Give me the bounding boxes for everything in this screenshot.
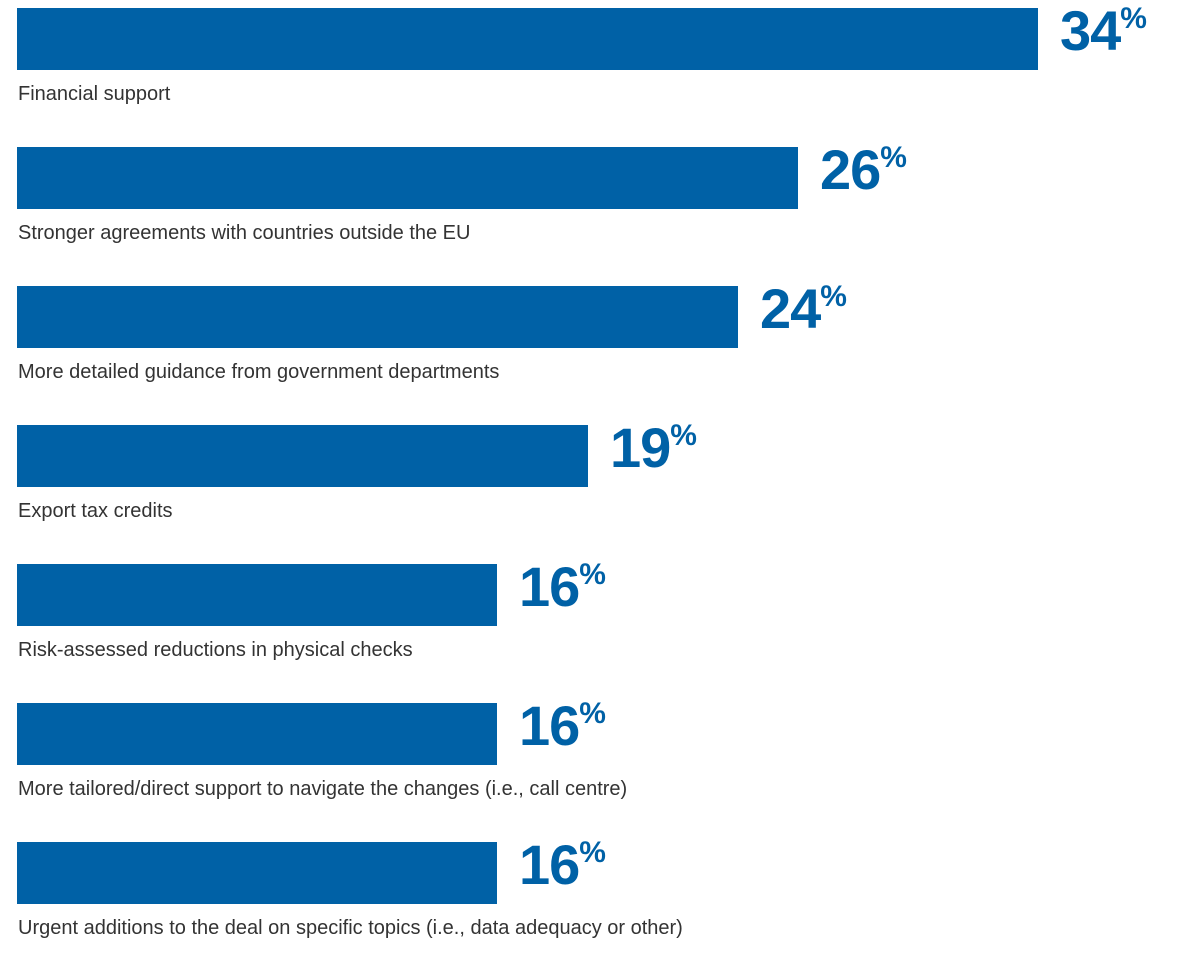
value-number: 26 — [820, 138, 881, 201]
horizontal-bar-chart: 34% Financial support 26% Stronger agreemen… — [0, 0, 1180, 939]
value-unit: % — [579, 697, 606, 730]
category-label: More detailed guidance from government d… — [18, 361, 500, 383]
value-unit: % — [670, 419, 697, 452]
value-label: 24% — [760, 278, 847, 340]
category-label: Stronger agreements with countries outsi… — [18, 222, 471, 244]
bar — [17, 842, 497, 904]
bar-row: 26% Stronger agreements with countries ou… — [0, 139, 1180, 267]
bar-row: 19% Export tax credits — [0, 417, 1180, 545]
category-label: Export tax credits — [18, 500, 173, 522]
bar-row: 34% Financial support — [0, 0, 1180, 128]
value-unit: % — [579, 836, 606, 869]
bar — [17, 564, 497, 626]
value-label: 16% — [519, 556, 606, 618]
category-label: Risk-assessed reductions in physical che… — [18, 639, 413, 661]
category-label: More tailored/direct support to navigate… — [18, 778, 628, 800]
value-number: 24 — [760, 277, 821, 340]
value-number: 16 — [519, 694, 580, 757]
value-number: 16 — [519, 555, 580, 618]
value-label: 16% — [519, 695, 606, 757]
category-label: Urgent additions to the deal on specific… — [18, 917, 683, 939]
value-number: 16 — [519, 833, 580, 896]
bar-row: 24% More detailed guidance from governmen… — [0, 278, 1180, 406]
bar — [17, 425, 588, 487]
value-unit: % — [820, 280, 847, 313]
value-label: 19% — [610, 417, 697, 479]
value-number: 19 — [610, 416, 671, 479]
value-label: 34% — [1060, 0, 1147, 62]
value-number: 34 — [1060, 0, 1121, 62]
value-unit: % — [1120, 2, 1147, 35]
bar — [17, 703, 497, 765]
value-unit: % — [579, 558, 606, 591]
value-label: 16% — [519, 834, 606, 896]
category-label: Financial support — [18, 83, 171, 105]
bar — [17, 286, 738, 348]
bar — [17, 147, 798, 209]
value-label: 26% — [820, 139, 907, 201]
bar — [17, 8, 1038, 70]
value-unit: % — [880, 141, 907, 174]
bar-row: 16% Urgent additions to the deal on speci… — [0, 834, 1180, 962]
bar-row: 16% More tailored/direct support to navig… — [0, 695, 1180, 823]
bar-row: 16% Risk-assessed reductions in physical … — [0, 556, 1180, 684]
